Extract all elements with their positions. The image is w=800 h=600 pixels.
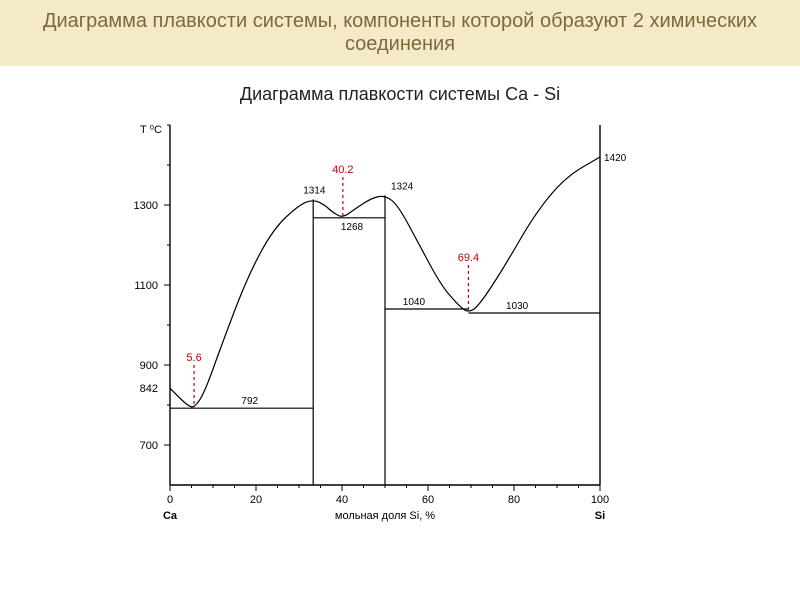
eutectic-composition-label: 69.4 (458, 252, 479, 264)
y-axis-label: T ⁰C (140, 124, 162, 136)
x-right-end: Si (595, 510, 605, 522)
y-tick-label: 900 (140, 360, 158, 372)
y-tick-label: 700 (140, 440, 158, 452)
x-left-end: Ca (163, 510, 178, 522)
point-value-label: 1324 (391, 181, 414, 192)
x-tick-label: 80 (508, 494, 520, 506)
page-title: Диаграмма плавкости системы, компоненты … (0, 0, 800, 66)
x-axis-label: мольная доля Si, % (335, 510, 435, 522)
eutectic-composition-label: 5.6 (186, 352, 201, 364)
point-value-label: 1040 (403, 297, 426, 308)
chart-subtitle: Диаграмма плавкости системы Ca - Si (0, 84, 800, 105)
x-tick-label: 20 (250, 494, 262, 506)
point-value-label: 1030 (506, 301, 529, 312)
x-tick-label: 40 (336, 494, 348, 506)
point-value-label: 1314 (303, 185, 326, 196)
y-tick-label: 1100 (134, 280, 158, 292)
point-value-label: 792 (241, 396, 258, 407)
point-value-label: 1268 (341, 222, 364, 233)
y-extra-label: 842 (140, 383, 158, 395)
y-tick-label: 1300 (134, 200, 158, 212)
x-tick-label: 0 (167, 494, 173, 506)
x-tick-label: 60 (422, 494, 434, 506)
eutectic-composition-label: 40.2 (332, 164, 353, 176)
x-tick-label: 100 (591, 494, 609, 506)
point-value-label: 1420 (604, 153, 627, 164)
phase-diagram-chart: 700 900 1100 1300 842 T ⁰C 0 20 40 60 80 100 Ca Si мол… (0, 105, 800, 565)
